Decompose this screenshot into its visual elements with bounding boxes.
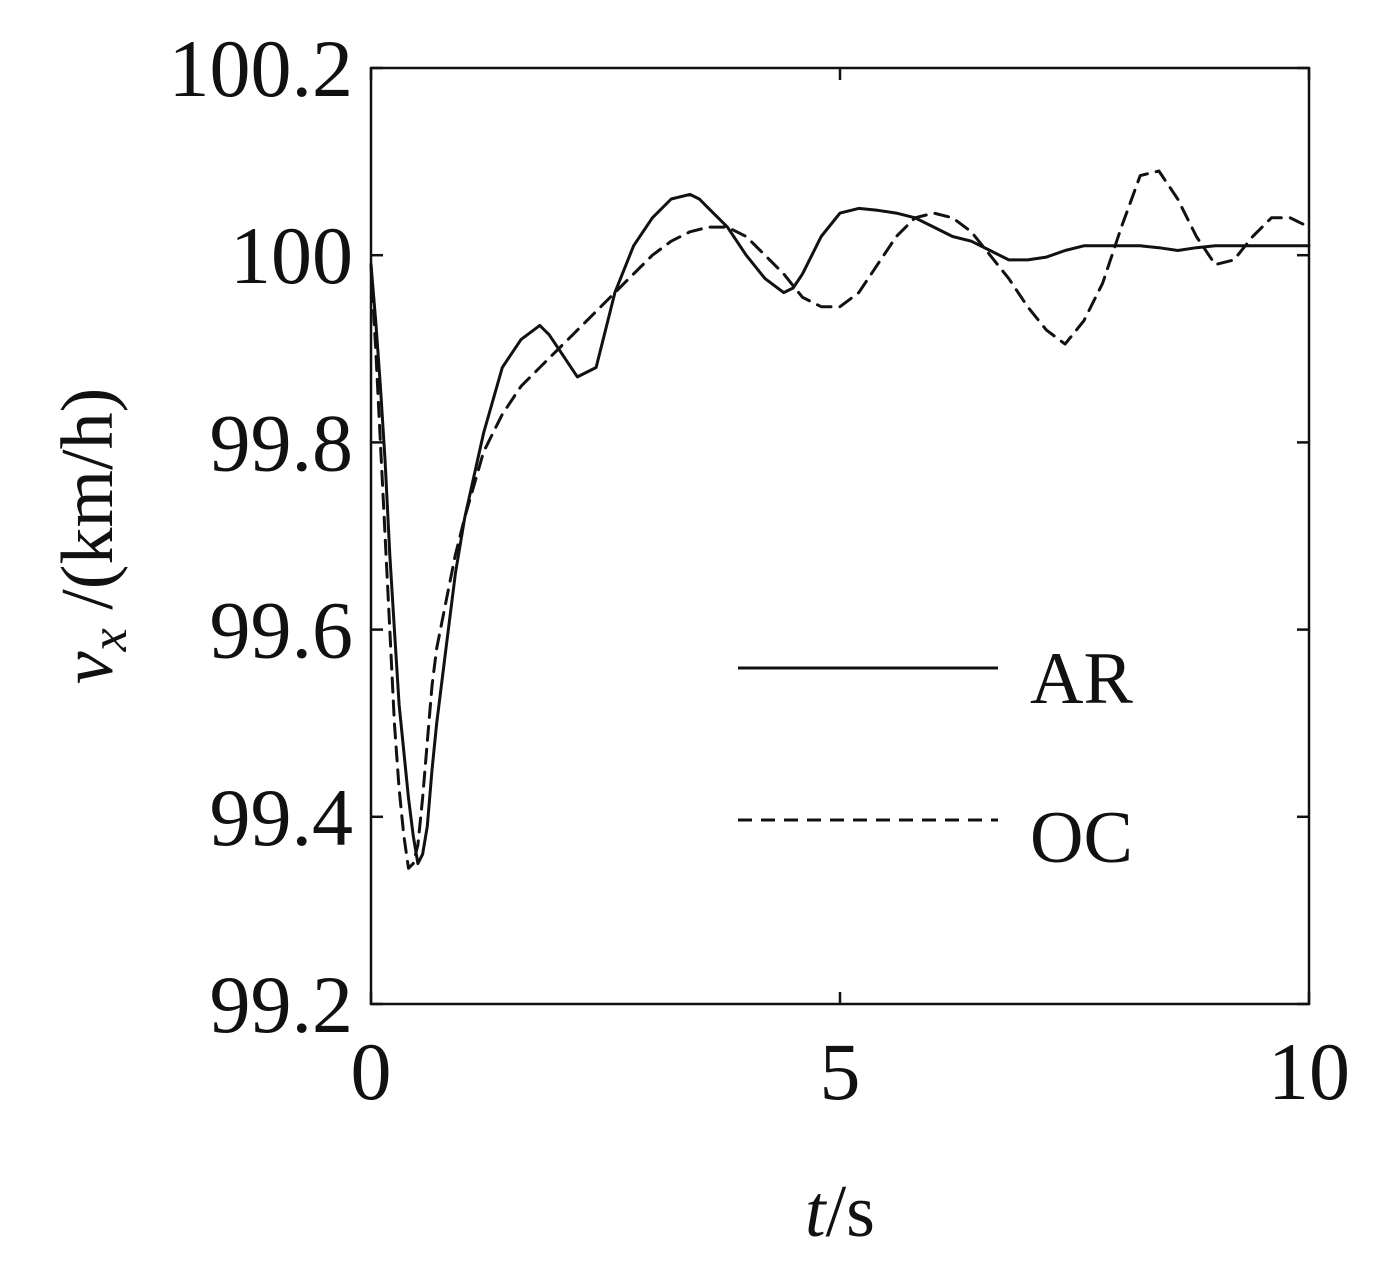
y-tick-label: 99.6 <box>210 585 354 676</box>
x-axis-label: t/s <box>805 1171 875 1253</box>
plot-frame <box>369 66 1311 1006</box>
x-tick-label: 5 <box>820 1026 861 1117</box>
y-axis-unit: /(km/h) <box>47 388 129 628</box>
x-axis-var: t <box>805 1171 828 1253</box>
y-axis-label: vx /(km/h) <box>47 388 138 684</box>
legend: AR OC <box>738 638 1133 879</box>
y-axis-var: v <box>47 651 129 684</box>
axis-ticks <box>369 66 1311 1006</box>
y-tick-label: 100 <box>230 210 353 301</box>
y-tick-label: 100.2 <box>169 23 354 114</box>
x-tick-label: 0 <box>351 1026 392 1117</box>
legend-label-oc: OC <box>1030 797 1133 879</box>
series-line-oc <box>369 169 1311 870</box>
x-axis-unit: /s <box>826 1171 875 1253</box>
y-axis-subscript: x <box>81 628 138 652</box>
tick-labels: 99.2 99.4 99.6 99.8 100 100.2 0 5 10 <box>169 23 1351 1117</box>
series-layer <box>369 169 1311 870</box>
legend-label-ar: AR <box>1030 638 1133 720</box>
x-tick-label: 10 <box>1268 1026 1350 1117</box>
y-tick-label: 99.4 <box>210 772 354 863</box>
series-line-ar <box>369 192 1311 866</box>
y-tick-label: 99.8 <box>210 397 354 488</box>
y-tick-label: 99.2 <box>210 959 354 1050</box>
